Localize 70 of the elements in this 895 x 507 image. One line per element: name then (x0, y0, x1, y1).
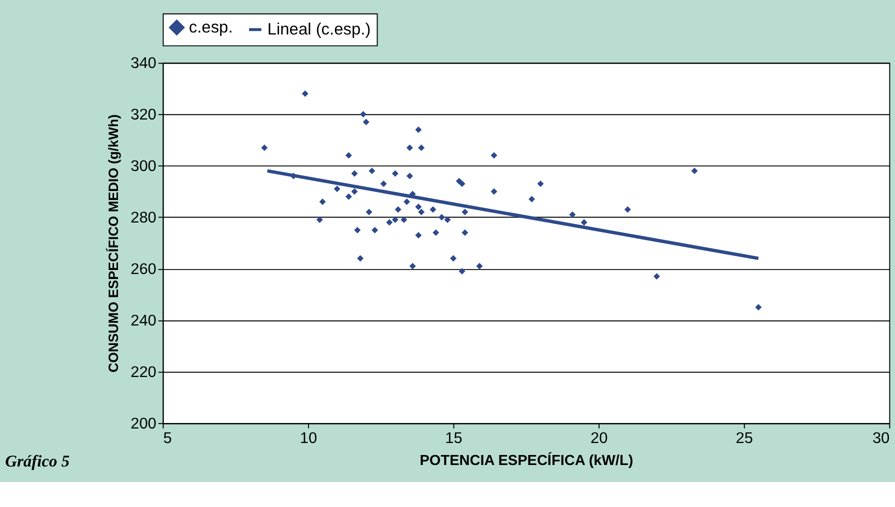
point (490, 152, 498, 159)
point (691, 168, 698, 174)
point (354, 226, 361, 234)
legend-label: c.esp. (188, 18, 233, 36)
point (404, 198, 410, 206)
point (537, 180, 544, 187)
point (400, 216, 408, 224)
point (351, 170, 358, 177)
point (755, 304, 762, 311)
point (415, 204, 422, 210)
x-tick-label: 10 (300, 430, 318, 447)
point (462, 208, 468, 216)
y-tick-label: 280 (130, 210, 156, 227)
point (528, 196, 536, 202)
point (357, 255, 364, 262)
point (438, 214, 445, 220)
point (372, 226, 378, 234)
point (653, 273, 660, 280)
point (624, 206, 631, 213)
point (319, 198, 326, 206)
y-tick-label: 260 (130, 261, 156, 278)
point (406, 172, 413, 180)
point (334, 186, 340, 192)
y-tick-label: 220 (130, 364, 156, 381)
y-tick-label: 320 (130, 106, 156, 124)
point (458, 180, 466, 187)
point (362, 118, 370, 126)
y-tick-label: 200 (130, 415, 156, 432)
x-tick-label: 30 (872, 430, 890, 447)
point (476, 262, 483, 270)
x-tick-label: 5 (163, 430, 172, 447)
point (392, 216, 398, 224)
point (261, 144, 268, 151)
point (386, 219, 393, 226)
point (345, 193, 352, 200)
point (360, 111, 366, 118)
point (345, 152, 352, 159)
point (394, 206, 402, 213)
point (380, 180, 387, 187)
y-axis-title: CONSUMO ESPECÍFICO MEDIO (g/kWh) (106, 114, 121, 372)
point (368, 168, 376, 174)
point (302, 90, 308, 97)
point (418, 144, 425, 151)
point (432, 229, 440, 236)
point (409, 262, 416, 270)
point (351, 188, 358, 195)
text: Gráfico 5 (5, 452, 70, 471)
point (430, 206, 436, 213)
x-tick-label: 20 (590, 430, 608, 447)
y-tick-label: 240 (130, 312, 156, 330)
point (415, 232, 422, 238)
point (450, 255, 457, 262)
point (392, 170, 398, 177)
point (418, 208, 425, 216)
legend-label: Lineal (c.esp.) (267, 20, 371, 38)
point (415, 126, 422, 133)
point (406, 144, 413, 151)
point (580, 219, 588, 226)
point (316, 216, 323, 224)
y-tick-label: 300 (130, 158, 156, 176)
point (490, 188, 498, 195)
point (458, 268, 466, 274)
x-tick-label: 25 (736, 430, 753, 447)
point (366, 208, 372, 216)
point (569, 211, 576, 218)
point (462, 229, 468, 236)
y-tick-label: 340 (130, 55, 156, 72)
x-axis-title: POTENCIA ESPECÍFICA (kW/L) (420, 452, 634, 470)
point (444, 216, 451, 224)
x-tick-label: 15 (445, 430, 462, 447)
